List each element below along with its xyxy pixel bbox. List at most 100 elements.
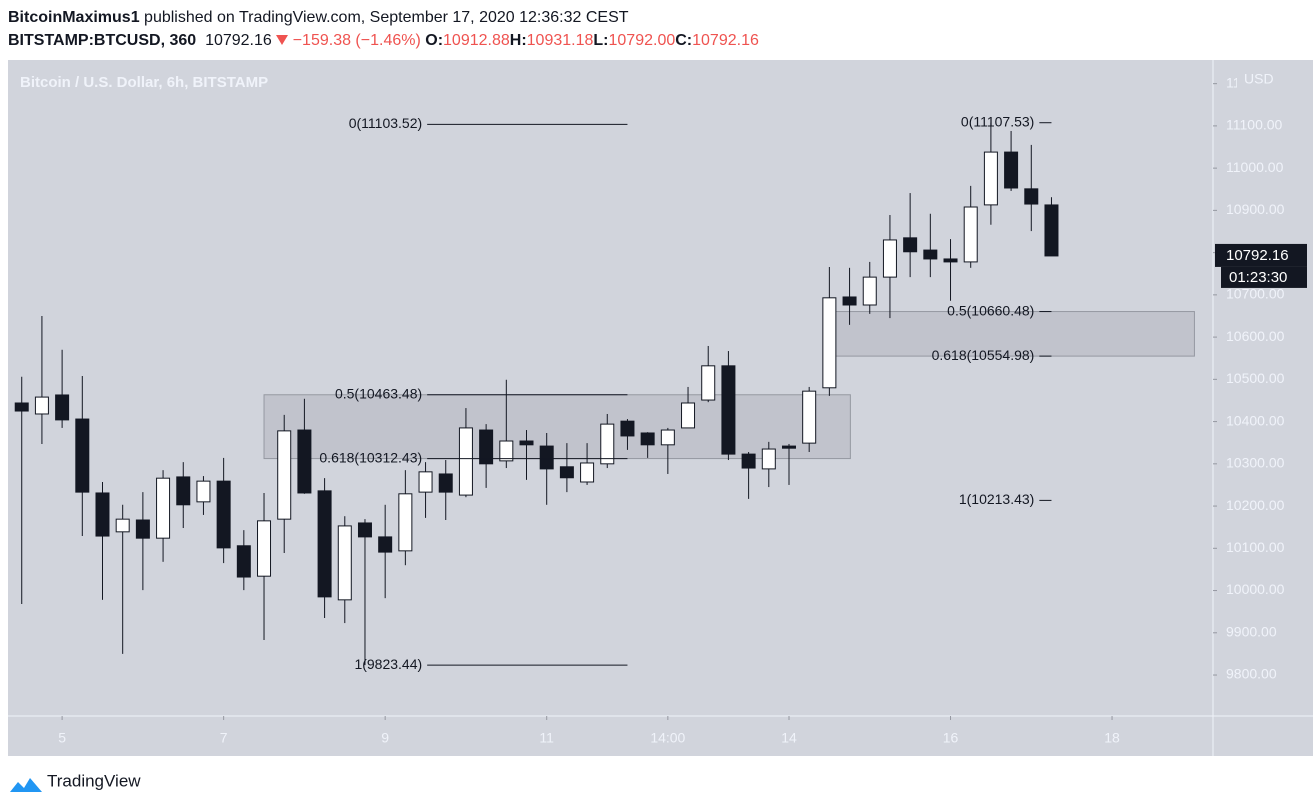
y-tick-label: 11000.00 [1226,159,1284,175]
candle-body [519,440,534,446]
ohlc-label: L: [593,32,609,49]
candle-body [963,206,978,263]
y-tick-label: 10600.00 [1226,328,1285,344]
candle-body [317,490,332,598]
candle-body [600,423,615,465]
candle-body [216,480,231,549]
candle-body [660,429,675,446]
candle-body [479,429,494,465]
candle-body [741,453,756,469]
candle-body [115,518,130,533]
ohlc-label: O: [425,32,444,49]
last-price: 10792.16 [1226,247,1289,264]
y-tick-label: 10400.00 [1226,412,1285,428]
candle-body [721,365,736,455]
ohlc: O:10912.88H:10931.18L:10792.00C:10792.16 [425,32,759,49]
ohlc-value: 10792.16 [692,32,759,49]
candle-body [640,432,655,446]
candle-body [55,394,70,421]
candle-body [378,536,393,553]
fib-zone [263,394,851,460]
y-tick-label: 10900.00 [1226,201,1285,217]
author: BitcoinMaximus1 [8,9,140,26]
candle-body [1024,188,1039,205]
candle-body [75,418,90,493]
fib-label: 1(10213.43) [959,491,1035,507]
candle-body [398,493,413,552]
x-tick-label: 5 [58,730,66,746]
ohlc-value: 10912.88 [443,32,510,49]
fib-label: 0.618(10312.43) [319,449,422,465]
header: BitcoinMaximus1 published on TradingView… [8,6,759,52]
x-tick-label: 18 [1104,730,1120,746]
fib-zone [830,311,1195,357]
candle-body [923,249,938,260]
candle-body [983,151,998,206]
candle-body [357,522,372,538]
candle-body [236,545,251,578]
candle-body [277,430,292,520]
candle-body [559,466,574,479]
last-price-box [1215,243,1307,267]
x-tick-label: 14:00 [650,730,685,746]
ohlc-value: 10792.00 [608,32,676,49]
candle-body [156,477,171,539]
fib-label: 0.5(10463.48) [335,385,422,401]
ohlc-value: 10931.18 [526,32,594,49]
ohlc-label: H: [509,32,527,49]
candle-body [196,480,211,503]
y-tick-label: 10100.00 [1226,539,1285,555]
candle-body [862,276,877,306]
fib-label: 1(9823.44) [354,656,422,672]
candle-body [438,473,453,493]
logo [10,778,42,792]
candle-body [14,402,29,412]
candle-body [499,440,514,462]
fib-label: 0(11107.53) [961,113,1034,129]
x-tick-label: 11 [539,730,554,746]
candle-body [458,427,473,496]
chart-title: Bitcoin / U.S. Dollar, 6h, BITSTAMP [20,74,268,91]
candle-body [418,471,433,493]
candle-body [297,429,312,494]
change: −159.38 (−1.46%) [292,32,421,49]
ohlc-label: C: [675,32,693,49]
brand: TradingView [47,771,141,790]
last: 10792.16 [205,32,272,49]
y-tick-label: 10000.00 [1226,581,1285,597]
candle-body [620,420,635,437]
chart-background [8,60,1313,756]
published: published on TradingView.com, September … [144,9,629,26]
candle-body [539,445,554,470]
candle-body [781,445,796,449]
candle-body [681,402,696,429]
y-tick-label: 10200.00 [1226,497,1285,513]
x-tick-label: 16 [943,730,959,746]
candle-body [580,462,595,483]
symbol: BITSTAMP:BTCUSD, 360 [8,32,197,49]
candle-body [257,520,272,577]
fib-label: 0.5(10660.48) [947,302,1034,318]
candle-body [34,396,49,415]
down-arrow [276,35,289,45]
countdown-box [1221,266,1307,288]
candle-body [95,492,110,537]
y-tick-label: 9900.00 [1226,623,1277,639]
candle-body [943,258,958,263]
candle-body [1044,204,1059,257]
candle-body [761,448,776,470]
candle-body [882,239,897,278]
countdown: 01:23:30 [1229,269,1287,286]
header-line-1: BitcoinMaximus1 published on TradingView… [8,6,759,29]
currency-box [1237,69,1283,91]
candle-body [903,237,918,253]
candle-body [842,296,857,306]
y-tick-label: 10500.00 [1226,370,1285,386]
x-tick-label: 14 [781,730,797,746]
candle-body [176,476,191,506]
x-tick-label: 7 [220,730,228,746]
plot: 9800.00 9900.00 10000.00 10100.00 10200.00 10… [14,69,1307,746]
currency: USD [1244,71,1274,87]
y-tick-label: 10300.00 [1226,455,1285,471]
